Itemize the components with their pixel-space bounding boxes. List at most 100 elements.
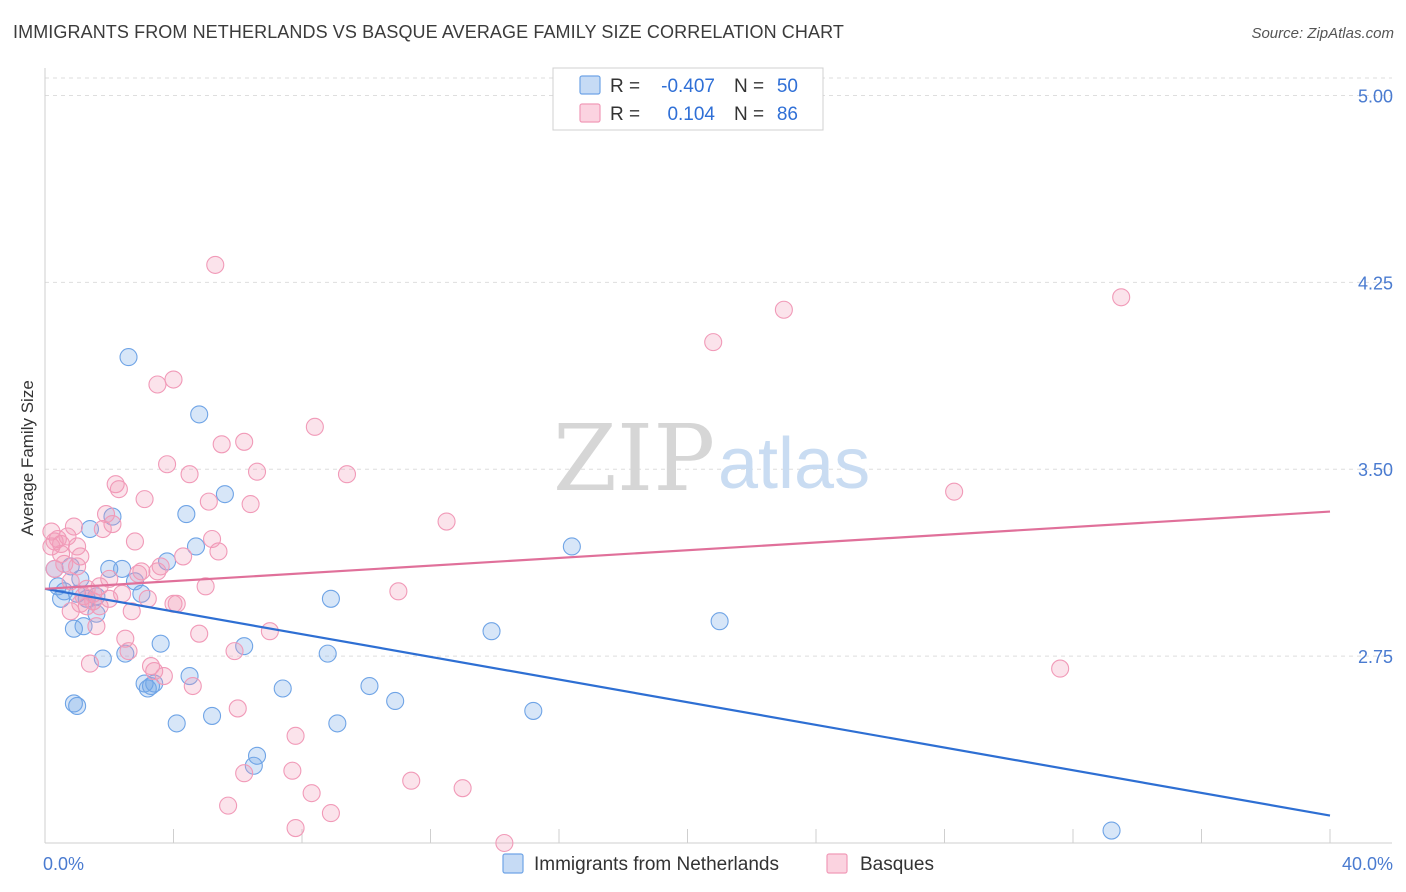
watermark-atlas: atlas	[718, 424, 870, 504]
basques-point	[774, 300, 793, 319]
legend-n-label: N =	[734, 104, 764, 125]
axes	[44, 68, 1392, 844]
basques-point	[154, 666, 173, 686]
basques-point	[302, 784, 321, 803]
basques-point	[235, 764, 254, 783]
bottom-legend-swatch-basques	[826, 853, 848, 874]
basques-point	[196, 577, 215, 596]
y-tick-label: 3.50	[1358, 460, 1393, 480]
netherlands-point	[386, 691, 405, 711]
netherlands-point	[167, 714, 186, 733]
basques-point	[453, 779, 472, 798]
legend-r-label: R =	[610, 76, 640, 97]
legend-box: R = -0.407 N = 50 R = 0.104 N = 86	[552, 67, 824, 131]
basques-point	[93, 519, 112, 539]
netherlands-point	[141, 676, 161, 696]
basques-point	[148, 562, 167, 581]
basques-point	[64, 517, 83, 536]
basques-point	[122, 602, 141, 621]
basques-point	[61, 602, 80, 621]
basques-point	[180, 465, 199, 484]
basques-point	[225, 642, 244, 661]
basques-point	[96, 505, 116, 524]
basques-point	[235, 432, 254, 451]
grid-lines	[45, 77, 1392, 657]
basques-point	[228, 699, 247, 718]
netherlands-point	[318, 644, 337, 663]
legend-n-label: N =	[734, 76, 764, 97]
y-tick-label: 2.75	[1358, 647, 1393, 667]
netherlands-point	[177, 505, 196, 524]
netherlands-point	[247, 746, 267, 765]
basques-point	[183, 676, 202, 696]
netherlands-point	[273, 679, 292, 698]
basques-point	[141, 657, 161, 676]
watermark: ZIP atlas	[553, 405, 870, 512]
basques-point	[100, 569, 119, 588]
legend-n-value: 86	[777, 104, 798, 125]
basques-point	[55, 554, 74, 573]
basques-point	[190, 624, 209, 643]
basques-point	[206, 255, 225, 274]
netherlands-point	[524, 701, 543, 720]
netherlands-point	[145, 674, 164, 693]
netherlands-point	[116, 644, 135, 663]
basques-point	[241, 495, 260, 514]
legend-n-value: 50	[777, 76, 798, 97]
netherlands-point	[562, 537, 581, 556]
basques-point	[106, 475, 125, 494]
watermark-zip: ZIP	[553, 405, 715, 512]
basques-point	[495, 833, 514, 853]
basques-point	[145, 662, 164, 681]
basques-point	[286, 726, 305, 745]
basques-point	[321, 804, 340, 823]
netherlands-point	[244, 756, 263, 775]
basques-point	[437, 512, 456, 531]
basques-point	[113, 584, 132, 603]
basques-point	[138, 589, 157, 608]
netherlands-point	[710, 612, 729, 631]
basques-point	[52, 544, 71, 563]
netherlands-point	[180, 666, 199, 686]
basques-point	[109, 480, 128, 499]
basques-trend-line	[44, 510, 1331, 590]
basques-point	[704, 333, 723, 352]
basques-point	[247, 462, 267, 481]
basques-point	[402, 771, 421, 790]
basques-point	[219, 796, 238, 815]
basques-point	[1051, 659, 1070, 678]
basques-point	[260, 622, 279, 641]
netherlands-point	[328, 714, 347, 733]
basques-point	[945, 482, 964, 501]
netherlands-point	[74, 617, 93, 636]
basques-point	[151, 557, 170, 576]
basques-point	[45, 559, 64, 578]
netherlands-point	[100, 559, 119, 578]
legend-r-label: R =	[610, 104, 640, 125]
basques-point	[125, 532, 144, 551]
basques-point	[129, 564, 148, 583]
netherlands-point	[151, 634, 170, 653]
basques-point	[71, 594, 90, 613]
basques-point	[286, 818, 305, 838]
basques-point	[61, 572, 80, 591]
basques-point	[389, 582, 408, 601]
source-label: Source: ZipAtlas.com	[1251, 25, 1394, 42]
basques-point	[87, 617, 106, 636]
basques-point	[132, 562, 151, 581]
trend-lines	[44, 510, 1331, 817]
basques-point	[209, 542, 228, 561]
y-tick-label: 5.00	[1358, 86, 1393, 106]
netherlands-trend-line	[44, 587, 1331, 817]
x-tick-label: 0.0%	[43, 854, 84, 874]
legend-swatch-netherlands	[579, 75, 601, 95]
netherlands-point	[190, 405, 209, 424]
basques-point	[158, 455, 177, 474]
data-points	[42, 255, 1131, 853]
netherlands-point	[1102, 821, 1121, 840]
netherlands-point	[113, 559, 132, 578]
basques-point	[337, 465, 357, 484]
basques-point	[283, 761, 302, 780]
basques-point	[199, 492, 218, 511]
